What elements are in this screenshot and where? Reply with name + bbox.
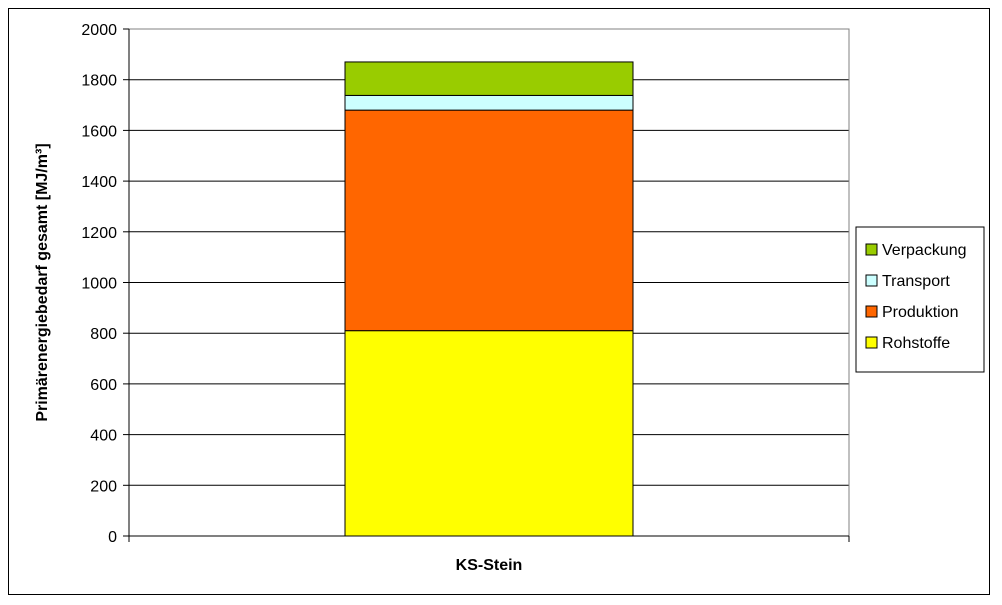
x-category-label: KS-Stein [456,557,523,574]
bar-segment-transport [344,94,634,111]
legend-label: Transport [882,273,950,290]
bar-segment-rohstoffe [344,330,634,537]
y-tick-label: 1000 [81,276,117,293]
y-tick-label: 0 [108,529,117,546]
legend-label: Produktion [882,304,959,321]
bars [344,61,634,537]
y-tick-label: 200 [90,478,117,495]
y-tick-label: 600 [90,377,117,394]
legend-swatch [865,305,878,318]
legend-swatch [865,274,878,287]
y-tick-label: 1200 [81,225,117,242]
legend-label: Verpackung [882,242,967,259]
y-tick-label: 2000 [81,22,117,39]
y-tick-label: 1400 [81,174,117,191]
y-tick-label: 400 [90,428,117,445]
bar-segment-produktion [344,109,634,332]
chart-area: 0 200 400 600 800 1000 1200 1400 1600 1800 2000 KS… [8,8,990,595]
bar-segment-verpackung [344,61,634,96]
y-tick-label: 1600 [81,123,117,140]
y-tick-label: 800 [90,326,117,343]
y-tick-labels: 0 200 400 600 800 1000 1200 1400 1600 1800 2000 [81,22,117,546]
stacked-bar-chart: 0 200 400 600 800 1000 1200 1400 1600 1800 2000 KS… [34,22,985,574]
axes [123,28,850,542]
legend: Verpackung Transport Produktion Rohstoffe [855,226,985,373]
legend-swatch [865,243,878,256]
legend-label: Rohstoffe [882,335,950,352]
legend-swatch [865,336,878,349]
y-axis-title: Primärenergiebedarf gesamt [MJ/m³] [34,143,51,421]
x-category-labels: KS-Stein [456,557,523,574]
y-tick-label: 1800 [81,73,117,90]
